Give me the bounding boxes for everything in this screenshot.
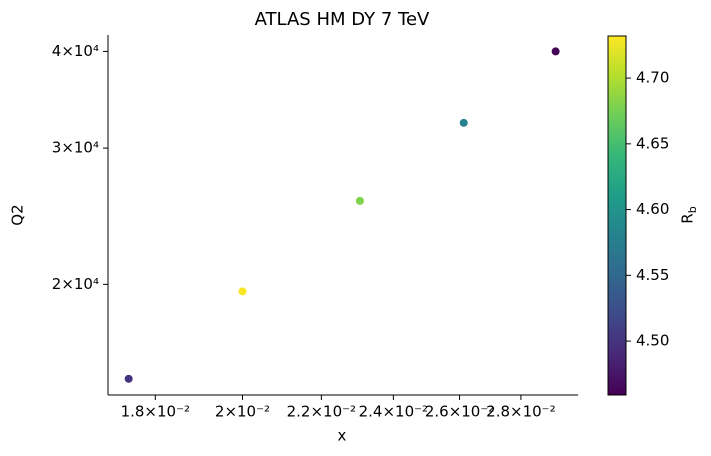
x-tick-label: 2.2×10⁻²: [287, 403, 356, 421]
x-axis-label: x: [338, 427, 347, 445]
x-tick-label: 2.4×10⁻²: [359, 403, 428, 421]
colorbar-label: Rb: [679, 206, 700, 223]
x-tick-label: 2×10⁻²: [215, 403, 270, 421]
point: [551, 47, 560, 56]
point: [238, 287, 247, 296]
y-tick-label: 2×10⁴: [52, 275, 99, 293]
colorbar-tick-label: 4.70: [636, 69, 669, 87]
colorbar-tick-label: 4.65: [636, 134, 669, 152]
point: [459, 118, 468, 127]
point: [355, 196, 364, 205]
point: [124, 374, 133, 383]
y-tick-label: 3×10⁴: [52, 139, 99, 157]
colorbar-tick-label: 4.60: [636, 200, 669, 218]
x-tick-label: 2.8×10⁻²: [486, 403, 555, 421]
x-tick-label: 1.8×10⁻²: [121, 403, 190, 421]
y-axis-label: Q2: [9, 204, 27, 225]
colorbar: [607, 35, 627, 396]
y-tick-label: 4×10⁴: [52, 42, 99, 60]
x-tick-label: 2.6×10⁻²: [425, 403, 494, 421]
colorbar-tick-label: 4.50: [636, 332, 669, 350]
colorbar-tick-label: 4.55: [636, 266, 669, 284]
chart-title: ATLAS HM DY 7 TeV: [255, 9, 430, 30]
